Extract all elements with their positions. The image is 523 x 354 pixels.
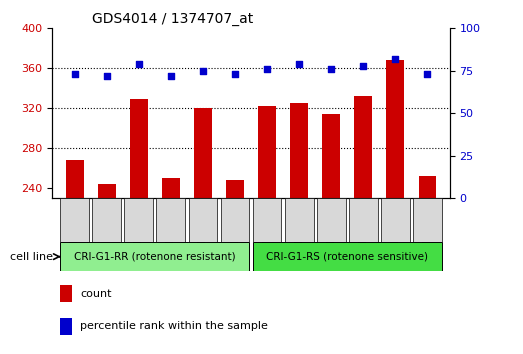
Bar: [386, 60, 404, 198]
Point: [199, 68, 207, 74]
FancyBboxPatch shape: [381, 198, 410, 242]
Bar: [194, 108, 212, 198]
FancyBboxPatch shape: [317, 198, 346, 242]
FancyBboxPatch shape: [253, 198, 281, 242]
Bar: [290, 103, 308, 198]
Point: [295, 61, 303, 67]
Bar: [355, 96, 372, 198]
FancyBboxPatch shape: [221, 198, 249, 242]
FancyBboxPatch shape: [60, 198, 89, 242]
Bar: [418, 176, 436, 198]
Point: [391, 56, 400, 62]
FancyBboxPatch shape: [349, 198, 378, 242]
Point: [423, 72, 431, 77]
Bar: [98, 184, 116, 198]
FancyBboxPatch shape: [60, 242, 249, 271]
Point: [263, 66, 271, 72]
Bar: [66, 160, 84, 198]
Bar: [60, 318, 72, 335]
FancyBboxPatch shape: [253, 242, 442, 271]
Text: percentile rank within the sample: percentile rank within the sample: [80, 321, 268, 331]
Point: [359, 63, 368, 69]
Bar: [60, 285, 72, 302]
Text: CRI-G1-RR (rotenone resistant): CRI-G1-RR (rotenone resistant): [74, 252, 236, 262]
Bar: [130, 99, 147, 198]
Point: [71, 72, 79, 77]
Point: [103, 73, 111, 79]
Text: count: count: [80, 289, 111, 299]
Point: [231, 72, 239, 77]
FancyBboxPatch shape: [156, 198, 185, 242]
Text: GDS4014 / 1374707_at: GDS4014 / 1374707_at: [92, 12, 253, 26]
FancyBboxPatch shape: [413, 198, 442, 242]
Point: [134, 61, 143, 67]
Text: CRI-G1-RS (rotenone sensitive): CRI-G1-RS (rotenone sensitive): [266, 252, 428, 262]
Point: [327, 66, 335, 72]
FancyBboxPatch shape: [285, 198, 314, 242]
Bar: [226, 180, 244, 198]
FancyBboxPatch shape: [188, 198, 218, 242]
Bar: [258, 106, 276, 198]
Bar: [162, 178, 180, 198]
Text: cell line: cell line: [10, 252, 53, 262]
FancyBboxPatch shape: [93, 198, 121, 242]
Bar: [322, 114, 340, 198]
FancyBboxPatch shape: [124, 198, 153, 242]
Point: [167, 73, 175, 79]
